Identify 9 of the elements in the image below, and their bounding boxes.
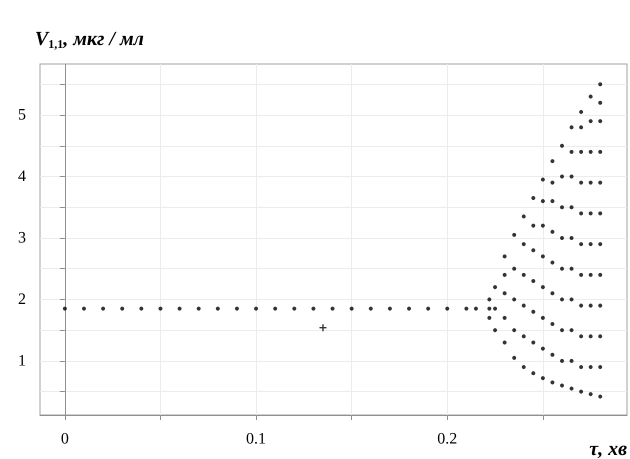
y-tick-label: 5: [18, 106, 26, 124]
y-tick-label: 2: [18, 290, 26, 308]
y-tick-label: 3: [18, 229, 26, 246]
y-tick-label: 1: [18, 352, 26, 370]
x-tick-label: 0.2: [437, 430, 458, 448]
y-tick-label: 4: [18, 168, 26, 185]
x-axis-title: τ, хв: [589, 438, 628, 459]
x-tick-label: 0: [60, 430, 69, 448]
x-tick-label: 0.1: [246, 430, 266, 448]
